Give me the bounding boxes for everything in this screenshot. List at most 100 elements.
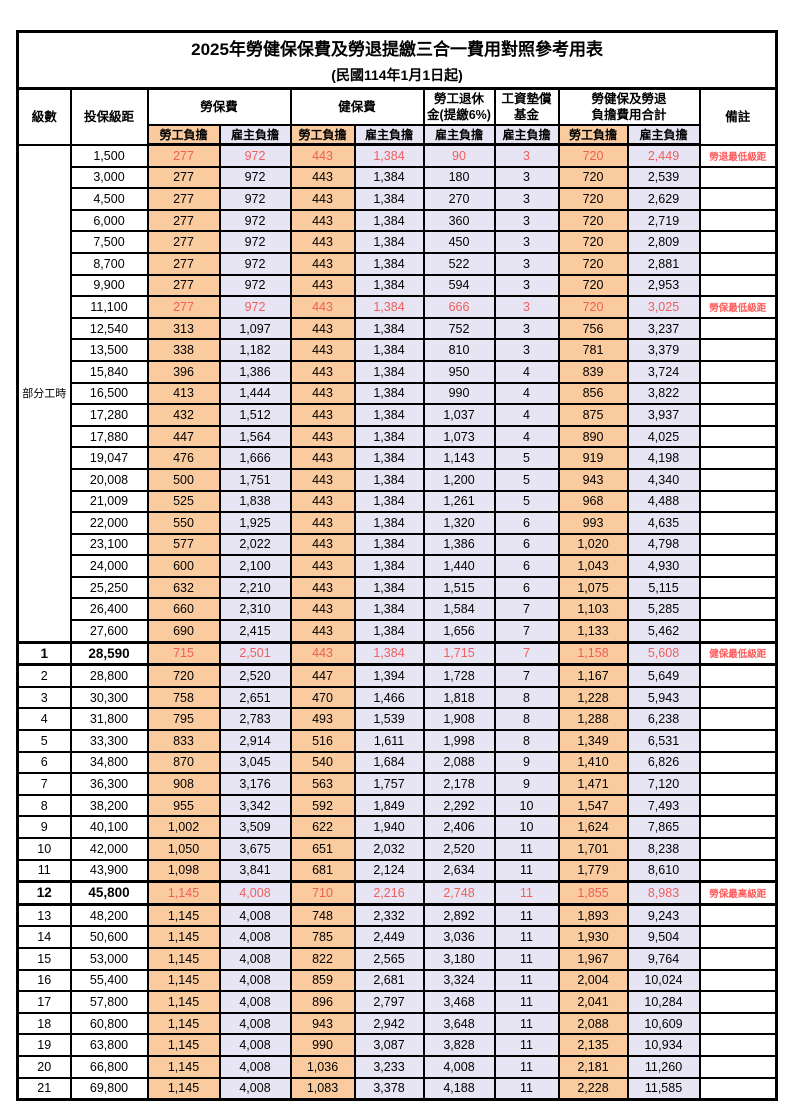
salary-cell: 12,540	[69, 316, 149, 341]
fee-cell: 2,914	[218, 729, 292, 753]
fee-cell: 5,608	[626, 640, 701, 666]
fee-cell: 2,178	[422, 772, 496, 796]
fee-cell: 447	[146, 424, 221, 449]
fee-cell: 1,145	[146, 990, 221, 1014]
level-cell: 8	[16, 793, 72, 818]
fee-cell: 1,998	[422, 729, 496, 753]
fee-cell: 2,124	[353, 858, 425, 883]
table-row: 17 57,800 1,145 4,008 896 2,797 3,468 11 2,041 10…	[16, 990, 778, 1014]
fee-cell: 2,292	[422, 793, 496, 818]
table-row: 17,280 432 1,512 443 1,384 1,037 4 875 3,937	[18, 403, 778, 427]
fee-cell: 1,320	[422, 511, 496, 535]
fee-cell: 6,531	[626, 729, 701, 753]
table-row: 3 30,300 758 2,651 470 1,466 1,818 8 1,228 5,943	[16, 685, 778, 710]
fee-cell: 1,288	[557, 707, 629, 732]
fee-cell: 5,285	[626, 597, 701, 622]
fee-cell: 1,167	[557, 663, 629, 688]
fee-cell: 3,841	[218, 858, 292, 883]
fee-cell: 1,908	[422, 707, 496, 732]
fee-cell: 3	[493, 187, 560, 211]
table-row: 9,900 277 972 443 1,384 594 3 720 2,953	[18, 273, 778, 298]
remark-cell	[698, 837, 778, 861]
fee-cell: 11	[493, 1033, 560, 1057]
salary-cell: 8,700	[69, 251, 149, 276]
fee-cell: 4,008	[218, 1054, 292, 1079]
fee-cell: 360	[422, 208, 496, 233]
remark-cell	[698, 729, 778, 753]
level-cell: 11	[16, 858, 72, 883]
fee-cell: 720	[557, 230, 629, 254]
fee-cell: 890	[557, 424, 629, 449]
remark-cell: 勞保最高級距	[698, 880, 778, 906]
fee-cell: 7,120	[626, 772, 701, 796]
fee-cell: 1,384	[353, 619, 425, 644]
fee-cell: 6,826	[626, 750, 701, 775]
fee-cell: 3,648	[422, 1011, 496, 1036]
salary-cell: 27,600	[69, 619, 149, 644]
fee-cell: 972	[218, 143, 292, 168]
salary-cell: 48,200	[69, 902, 149, 928]
table-row: 25,250 632 2,210 443 1,384 1,515 6 1,075 5,115	[18, 575, 778, 600]
table-row: 26,400 660 2,310 443 1,384 1,584 7 1,103 5,285	[18, 597, 778, 622]
fee-cell: 11	[493, 990, 560, 1014]
fee-cell: 493	[289, 707, 356, 732]
header-remark: 備註	[698, 87, 778, 146]
table-row: 1 28,590 715 2,501 443 1,384 1,715 7 1,158 5,608 健…	[16, 640, 778, 666]
fee-cell: 1,145	[146, 946, 221, 971]
fee-cell: 972	[218, 165, 292, 190]
remark-cell	[698, 165, 778, 190]
fee-cell: 2,681	[353, 968, 425, 993]
fee-cell: 3	[493, 316, 560, 341]
fee-cell: 2,629	[626, 187, 701, 211]
fee-cell: 5	[493, 446, 560, 470]
fee-cell: 2,406	[422, 815, 496, 839]
fee-cell: 443	[289, 187, 356, 211]
salary-cell: 57,800	[69, 990, 149, 1014]
salary-cell: 50,600	[69, 925, 149, 949]
fee-cell: 660	[146, 597, 221, 622]
salary-cell: 17,880	[69, 424, 149, 449]
fee-cell: 10	[493, 793, 560, 818]
fee-cell: 2,135	[557, 1033, 629, 1057]
fee-cell: 9,504	[626, 925, 701, 949]
header-labor-insurance: 勞保費	[146, 87, 292, 126]
fee-cell: 943	[289, 1011, 356, 1036]
remark-cell	[698, 619, 778, 644]
fee-cell: 7	[493, 640, 560, 666]
fee-cell: 2,520	[218, 663, 292, 688]
table-row: 11 43,900 1,098 3,841 681 2,124 2,634 11 1,779 8,…	[16, 858, 778, 883]
header-wage-fund-employer: 雇主負擔	[493, 124, 560, 146]
fee-cell: 4,008	[218, 925, 292, 949]
salary-cell: 40,100	[69, 815, 149, 839]
table-row: 16 55,400 1,145 4,008 859 2,681 3,324 11 2,004 10…	[16, 968, 778, 993]
fee-cell: 3,025	[626, 295, 701, 319]
fee-cell: 7	[493, 597, 560, 622]
salary-cell: 26,400	[69, 597, 149, 622]
fee-cell: 1,512	[218, 403, 292, 427]
fee-cell: 1,384	[353, 273, 425, 298]
header-health-insurance: 健保費	[289, 87, 425, 126]
fee-cell: 277	[146, 208, 221, 233]
salary-cell: 4,500	[69, 187, 149, 211]
fee-cell: 950	[422, 359, 496, 384]
table-row: 7 36,300 908 3,176 563 1,757 2,178 9 1,471 7,120	[16, 772, 778, 796]
fee-cell: 1,384	[353, 532, 425, 557]
fee-cell: 720	[146, 663, 221, 688]
level-cell: 20	[16, 1054, 72, 1079]
fee-cell: 4,198	[626, 446, 701, 470]
fee-cell: 6	[493, 532, 560, 557]
fee-cell: 443	[289, 446, 356, 470]
fee-cell: 447	[289, 663, 356, 688]
salary-cell: 16,500	[69, 381, 149, 406]
fee-cell: 443	[289, 251, 356, 276]
fee-cell: 8,238	[626, 837, 701, 861]
header-wage-fund-line2: 基金	[513, 108, 539, 122]
fee-cell: 2,942	[353, 1011, 425, 1036]
fee-cell: 443	[289, 640, 356, 666]
fee-cell: 8	[493, 685, 560, 710]
level-cell: 7	[16, 772, 72, 796]
fee-cell: 1,384	[353, 511, 425, 535]
fee-cell: 563	[289, 772, 356, 796]
title-row: 2025年勞健保保費及勞退提繳三合一費用對照參考用表 (民國114年1月1日起)	[16, 30, 778, 90]
fee-cell: 2,520	[422, 837, 496, 861]
